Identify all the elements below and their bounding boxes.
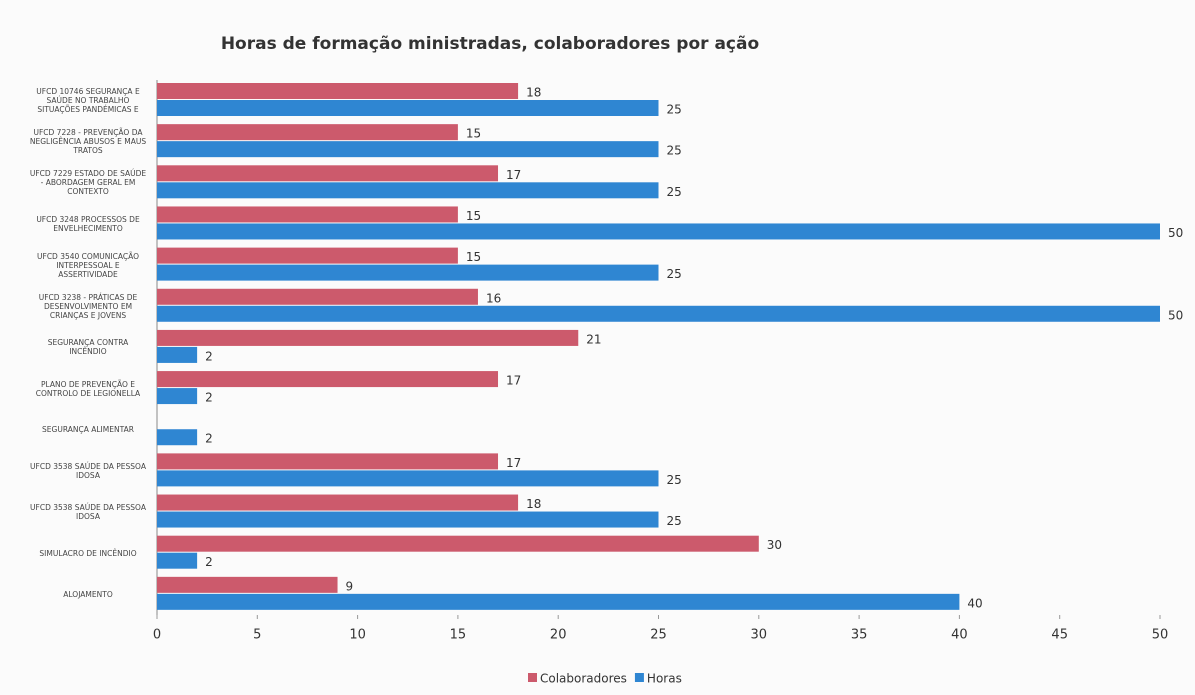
legend-label: Horas [647, 672, 682, 686]
bar [157, 535, 759, 552]
bar [157, 247, 458, 264]
data-label: 17 [506, 168, 521, 182]
bar [157, 346, 198, 363]
data-label: 25 [667, 473, 682, 487]
x-tick-label: 45 [1051, 628, 1068, 643]
data-label: 2 [205, 555, 213, 569]
data-label: 25 [667, 514, 682, 528]
bar [157, 453, 499, 470]
data-label: 2 [205, 432, 213, 446]
category-label: UFCD 7228 - PREVENÇÃO DA NEGLIGÊNCIA ABU… [29, 128, 147, 156]
bar [157, 83, 519, 99]
bar [157, 371, 499, 388]
data-label: 15 [466, 209, 481, 223]
bar [157, 576, 338, 593]
data-label: 9 [346, 579, 354, 593]
bar [157, 223, 1160, 240]
data-label: 50 [1168, 226, 1183, 240]
bar [157, 141, 659, 158]
data-label: 16 [486, 291, 501, 305]
category-label: UFCD 3540 COMUNICAÇÃO INTERPESSOAL E ASS… [37, 251, 139, 279]
data-label: 50 [1168, 308, 1183, 322]
bar [157, 470, 659, 487]
bar [157, 165, 499, 182]
category-label: PLANO DE PREVENÇÃO E CONTROLO DE LEGIONE… [35, 379, 141, 398]
bar [157, 552, 198, 569]
category-label: UFCD 10746 SEGURANÇA E SAÚDE NO TRABALHO… [36, 87, 140, 115]
bar [157, 429, 198, 446]
data-label: 2 [205, 349, 213, 363]
x-tick-label: 0 [153, 628, 161, 643]
data-label: 15 [466, 127, 481, 141]
bar [157, 264, 659, 281]
category-label: UFCD 3538 SAÚDE DA PESSOA IDOSA [30, 503, 146, 522]
data-label: 25 [667, 103, 682, 117]
data-label: 18 [526, 497, 541, 511]
bar [157, 593, 960, 610]
category-label: UFCD 3538 SAÚDE DA PESSOA IDOSA [30, 461, 146, 480]
category-label: UFCD 3248 PROCESSOS DE ENVELHECIMENTO [36, 215, 140, 234]
category-label: UFCD 7229 ESTADO DE SAÚDE - ABORDAGEM GE… [29, 169, 147, 197]
x-tick-label: 20 [550, 628, 567, 643]
data-label: 2 [205, 391, 213, 405]
legend-label: Colaboradores [540, 672, 627, 686]
bar [157, 288, 478, 305]
legend-swatch [528, 673, 537, 682]
category-label: SIMULACRO DE INCÊNDIO [39, 548, 137, 558]
x-tick-label: 40 [951, 628, 968, 643]
bar [157, 388, 198, 405]
data-label: 15 [466, 250, 481, 264]
x-tick-label: 50 [1152, 628, 1169, 643]
x-tick-label: 25 [650, 628, 667, 643]
data-label: 17 [506, 456, 521, 470]
bar [157, 124, 458, 141]
x-tick-label: 35 [851, 628, 868, 643]
x-tick-label: 15 [450, 628, 467, 643]
bar [157, 329, 579, 346]
x-tick-label: 30 [751, 628, 768, 643]
bar [157, 182, 659, 199]
legend-swatch [634, 673, 644, 682]
category-label: UFCD 3238 - PRÁTICAS DE DESENVOLVIMENTO … [38, 292, 138, 320]
bar [157, 511, 659, 528]
category-label: SEGURANÇA ALIMENTAR [42, 425, 134, 435]
data-label: 30 [767, 538, 782, 552]
data-label: 17 [506, 374, 521, 388]
bar [157, 305, 1160, 322]
x-tick-label: 10 [349, 628, 366, 643]
data-label: 25 [667, 267, 682, 281]
chart-title: Horas de formação ministradas, colaborad… [221, 34, 759, 54]
category-label: ALOJAMENTO [63, 589, 113, 599]
bar [157, 100, 659, 116]
bar [157, 494, 519, 511]
data-label: 25 [667, 144, 682, 158]
data-label: 25 [667, 185, 682, 199]
data-label: 40 [967, 596, 982, 610]
data-label: 18 [526, 86, 541, 100]
data-label: 21 [586, 332, 601, 346]
x-tick-label: 5 [253, 628, 261, 643]
bar [157, 206, 458, 223]
category-label: SEGURANÇA CONTRA INCÊNDIO [47, 338, 129, 357]
